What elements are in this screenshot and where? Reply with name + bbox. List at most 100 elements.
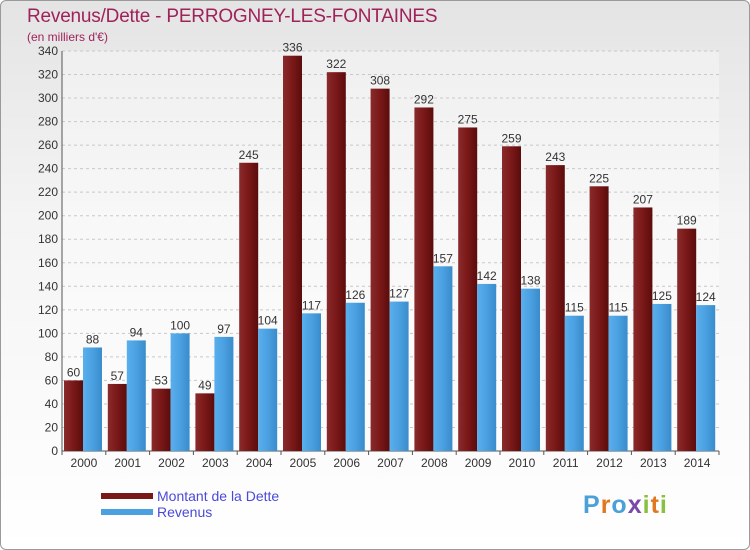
data-label-debt: 189	[677, 214, 697, 228]
x-tick-label: 2000	[71, 456, 98, 470]
y-tick-label: 100	[38, 326, 58, 340]
x-tick-label: 2010	[509, 456, 536, 470]
bar-debt	[195, 393, 215, 451]
bar-debt	[326, 72, 346, 452]
data-label-debt: 322	[326, 57, 346, 71]
legend-label-revenue: Revenus	[157, 504, 213, 520]
x-tick-label: 2014	[684, 456, 711, 470]
data-label-debt: 53	[154, 374, 168, 388]
bar-debt	[370, 88, 390, 451]
data-label-revenue: 127	[389, 287, 409, 301]
bar-debt	[107, 383, 127, 451]
bar-debt	[283, 55, 302, 452]
bar-debt	[414, 107, 434, 452]
y-tick-label: 300	[38, 91, 58, 105]
bar-revenue	[564, 315, 584, 451]
bar-revenue	[83, 347, 102, 451]
data-label-revenue: 138	[520, 274, 540, 288]
y-tick-label: 80	[45, 350, 59, 364]
y-tick-label: 20	[45, 420, 59, 434]
data-label-debt: 336	[282, 41, 302, 55]
bar-revenue	[477, 283, 497, 451]
bar-revenue	[258, 328, 278, 451]
bar-debt	[677, 228, 697, 451]
y-tick-label: 200	[38, 209, 58, 223]
data-label-debt: 243	[545, 150, 565, 164]
chart-title: Revenus/Dette - PERROGNEY-LES-FONTAINES	[27, 6, 438, 27]
data-label-revenue: 115	[565, 301, 584, 315]
data-label-debt: 207	[633, 192, 653, 206]
data-label-debt: 245	[239, 148, 259, 162]
y-tick-label: 260	[38, 138, 58, 152]
y-tick-label: 140	[38, 279, 58, 293]
data-label-revenue: 97	[217, 322, 231, 336]
data-label-debt: 292	[414, 92, 434, 106]
x-tick-label: 2012	[596, 456, 623, 470]
bar-revenue	[608, 315, 628, 451]
x-tick-label: 2011	[553, 456, 579, 470]
y-tick-label: 280	[38, 115, 58, 129]
bar-revenue	[652, 303, 672, 451]
bar-debt	[151, 388, 171, 451]
y-tick-label: 240	[38, 162, 58, 176]
data-label-debt: 259	[501, 131, 521, 145]
bar-debt	[239, 162, 259, 451]
data-label-revenue: 117	[302, 298, 321, 312]
y-tick-label: 60	[45, 373, 59, 387]
data-label-revenue: 142	[477, 269, 497, 283]
bar-revenue	[170, 333, 190, 451]
chart-subtitle: (en milliers d'€)	[27, 30, 108, 44]
proxiti-logo: Proxiti	[583, 491, 668, 519]
data-label-debt: 49	[198, 378, 212, 392]
bar-revenue	[433, 266, 453, 451]
bar-revenue	[214, 336, 234, 451]
bar-debt	[633, 207, 653, 451]
data-label-debt: 60	[67, 365, 81, 379]
y-tick-label: 120	[38, 303, 58, 317]
data-label-revenue: 125	[652, 289, 672, 303]
bar-debt	[545, 165, 565, 451]
bar-revenue	[126, 340, 146, 451]
data-label-revenue: 94	[130, 325, 144, 339]
data-label-revenue: 104	[258, 314, 278, 328]
legend-swatch-debt	[101, 493, 153, 499]
y-tick-label: 340	[38, 44, 58, 58]
x-tick-label: 2008	[421, 456, 448, 470]
bar-debt	[64, 380, 83, 451]
bar-revenue	[521, 288, 540, 451]
bar-debt	[502, 146, 521, 451]
legend-label-debt: Montant de la Dette	[157, 488, 280, 504]
x-tick-label: 2007	[377, 456, 404, 470]
x-tick-label: 2002	[158, 456, 185, 470]
y-tick-label: 160	[38, 256, 58, 270]
x-tick-label: 2004	[246, 456, 273, 470]
x-tick-label: 2003	[202, 456, 229, 470]
legend-item-revenue: Revenus	[101, 504, 279, 520]
bar-debt	[458, 127, 478, 452]
data-label-revenue: 124	[696, 290, 716, 304]
bar-revenue	[345, 302, 365, 451]
data-label-revenue: 157	[433, 251, 453, 265]
x-tick-label: 2006	[333, 456, 360, 470]
data-label-debt: 57	[111, 369, 125, 383]
bar-revenue	[389, 301, 409, 451]
data-label-revenue: 115	[609, 301, 628, 315]
y-tick-label: 320	[38, 68, 58, 82]
y-tick-label: 220	[38, 185, 58, 199]
data-label-debt: 275	[458, 112, 478, 126]
x-tick-label: 2009	[465, 456, 492, 470]
y-tick-label: 180	[38, 232, 58, 246]
data-label-debt: 308	[370, 74, 390, 88]
legend-swatch-revenue	[101, 509, 153, 515]
bar-revenue	[696, 305, 716, 451]
x-tick-label: 2001	[114, 456, 141, 470]
data-label-debt: 225	[589, 171, 609, 185]
bar-revenue	[302, 313, 321, 451]
y-tick-label: 0	[51, 444, 58, 458]
bar-debt	[589, 186, 609, 451]
data-label-revenue: 100	[170, 318, 190, 332]
legend-item-debt: Montant de la Dette	[101, 488, 279, 504]
y-tick-label: 40	[45, 397, 59, 411]
